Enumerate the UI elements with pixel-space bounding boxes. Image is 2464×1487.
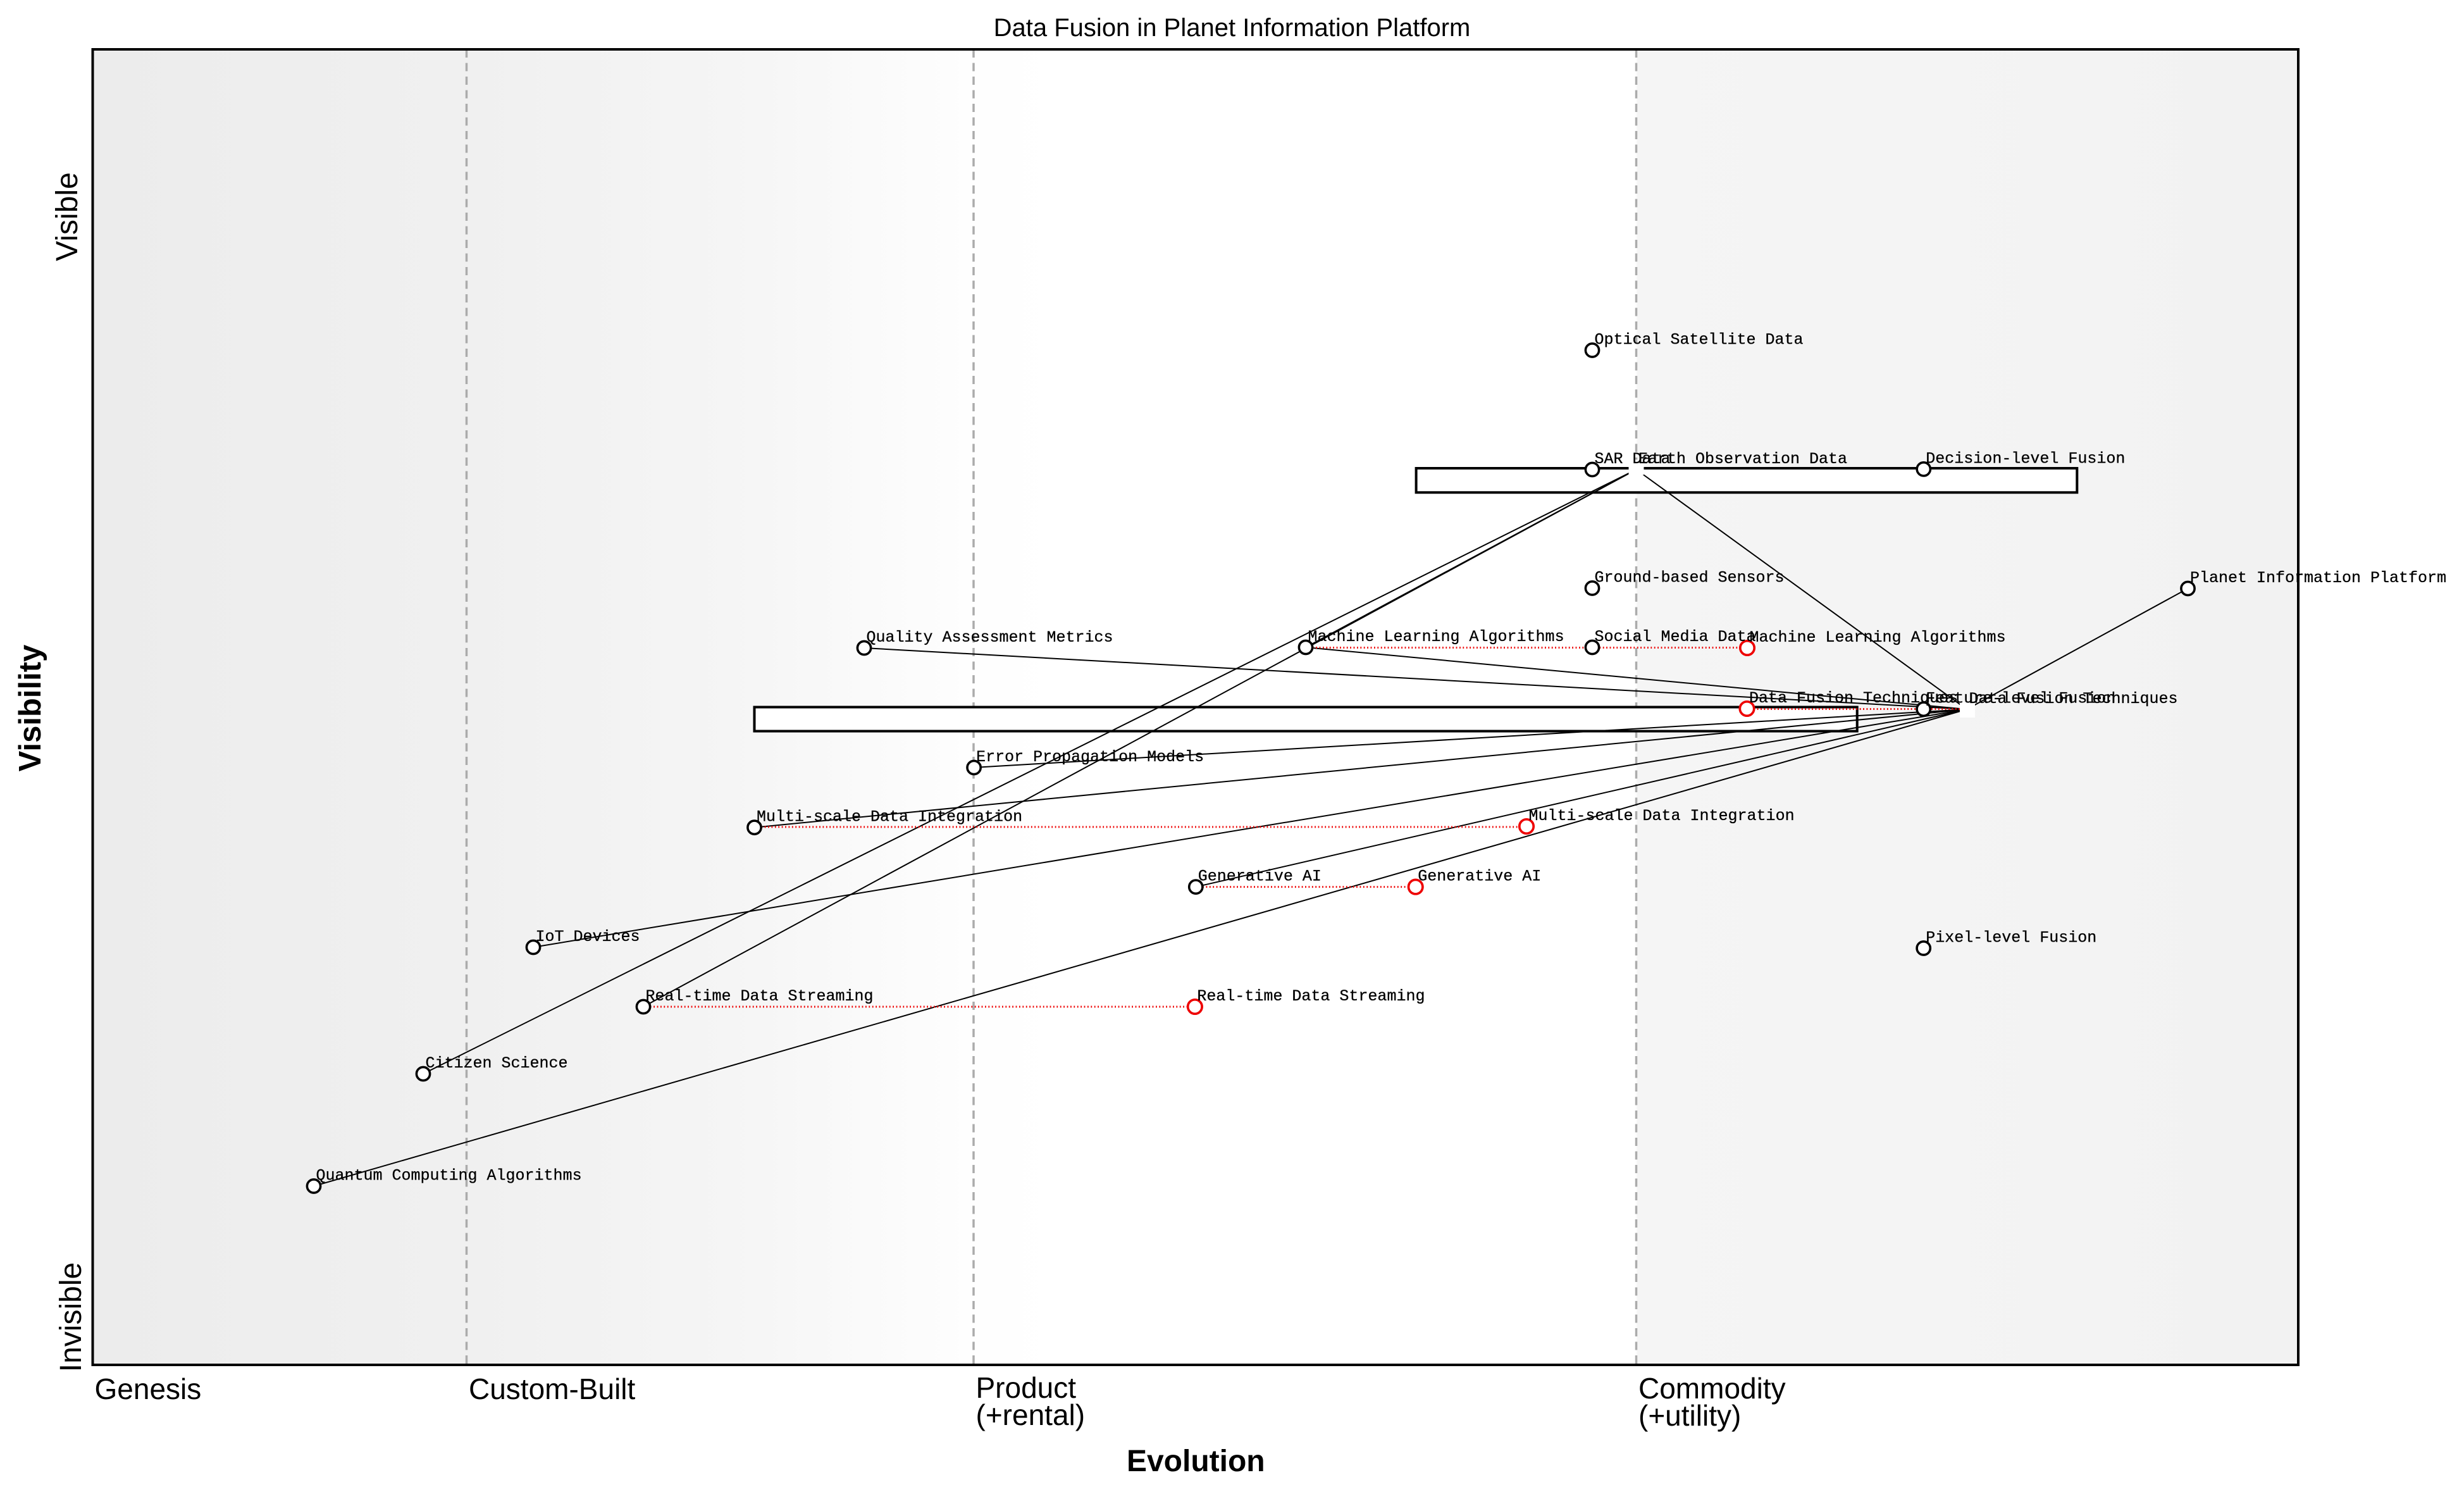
svg-text:Multi-scale Data Integration: Multi-scale Data Integration <box>1529 807 1795 825</box>
svg-text:Decision-level Fusion: Decision-level Fusion <box>1926 449 2125 468</box>
svg-text:Data Fusion Techniques: Data Fusion Techniques <box>1749 689 1958 707</box>
svg-text:Quantum Computing Algorithms: Quantum Computing Algorithms <box>316 1167 582 1185</box>
svg-text:Data Fusion in Planet Informat: Data Fusion in Planet Information Platfo… <box>994 14 1471 42</box>
svg-text:Pixel-level Fusion: Pixel-level Fusion <box>1926 929 2096 947</box>
svg-text:Social Media Data: Social Media Data <box>1595 628 1756 646</box>
svg-text:Earth Observation Data: Earth Observation Data <box>1638 450 1847 468</box>
svg-text:Ground-based Sensors: Ground-based Sensors <box>1595 569 1785 587</box>
svg-text:Machine Learning Algorithms: Machine Learning Algorithms <box>1750 628 2006 647</box>
svg-text:Multi-scale Data Integration: Multi-scale Data Integration <box>757 808 1022 826</box>
svg-text:Invisible: Invisible <box>54 1262 88 1372</box>
svg-text:Feature-level Fusion: Feature-level Fusion <box>1926 690 2115 708</box>
svg-text:Data Fusion Techniques: Data Fusion Techniques <box>1969 690 2178 708</box>
svg-text:Visibility: Visibility <box>13 645 47 772</box>
svg-text:(+utility): (+utility) <box>1638 1399 1741 1432</box>
svg-text:(+rental): (+rental) <box>976 1398 1086 1431</box>
svg-text:Quality Assessment Metrics: Quality Assessment Metrics <box>867 628 1113 647</box>
svg-text:Machine Learning Algorithms: Machine Learning Algorithms <box>1308 628 1564 646</box>
svg-text:Generative AI: Generative AI <box>1418 868 1541 886</box>
svg-text:Genesis: Genesis <box>95 1372 202 1405</box>
svg-text:Visible: Visible <box>51 172 84 261</box>
svg-text:IoT Devices: IoT Devices <box>536 928 640 946</box>
svg-text:Product: Product <box>976 1371 1077 1404</box>
svg-text:SAR Data: SAR Data <box>1595 450 1671 468</box>
svg-text:Evolution: Evolution <box>1127 1445 1265 1478</box>
svg-text:Real-time Data Streaming: Real-time Data Streaming <box>1197 987 1425 1005</box>
svg-text:Planet Information Platform: Planet Information Platform <box>2190 569 2446 587</box>
svg-text:Real-time Data Streaming: Real-time Data Streaming <box>646 987 874 1005</box>
svg-text:Citizen Science: Citizen Science <box>426 1054 568 1073</box>
svg-text:Commodity: Commodity <box>1638 1372 1786 1405</box>
svg-text:Error Propagation Models: Error Propagation Models <box>976 748 1204 766</box>
svg-text:Generative AI: Generative AI <box>1198 868 1322 886</box>
svg-text:Custom-Built: Custom-Built <box>469 1372 636 1405</box>
svg-text:Optical Satellite Data: Optical Satellite Data <box>1595 331 1804 349</box>
